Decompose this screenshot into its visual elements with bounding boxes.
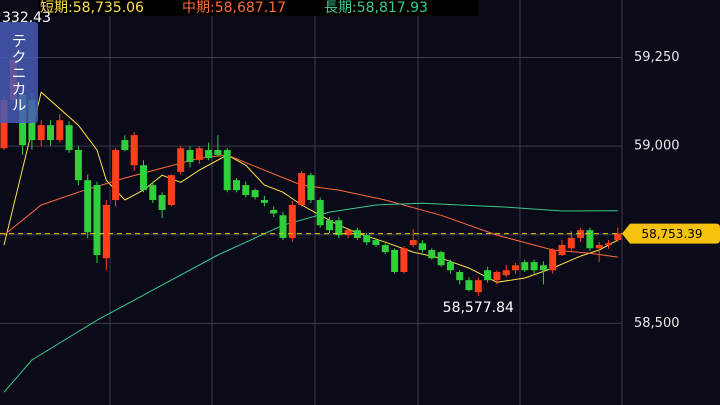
candle-body xyxy=(567,237,575,249)
candle-body xyxy=(279,215,287,238)
legend-entry: 短期:58,735.06 xyxy=(40,0,144,16)
candle-body xyxy=(530,262,538,271)
candle-body xyxy=(112,150,120,201)
candle-body xyxy=(56,120,64,141)
candle-body xyxy=(167,175,175,205)
candle-body xyxy=(335,220,343,236)
candle-body xyxy=(446,262,454,271)
candle-body xyxy=(344,230,352,236)
current-price-label: 58,753.39 xyxy=(641,227,702,241)
candle-body xyxy=(102,204,110,259)
legend-bg xyxy=(38,0,478,16)
candle-body xyxy=(586,230,594,249)
candle-body xyxy=(595,245,603,249)
candle-body xyxy=(270,209,278,214)
candle-body xyxy=(437,252,445,266)
vertical-grid xyxy=(109,0,623,405)
candle-body xyxy=(493,272,501,281)
candle-body xyxy=(205,150,213,159)
y-tick-label: 59,250 xyxy=(634,50,680,65)
candle-body xyxy=(456,272,464,281)
candle-body xyxy=(605,243,612,246)
y-tick-label: 59,000 xyxy=(634,139,680,154)
candle-body xyxy=(288,204,296,238)
candle-body xyxy=(233,180,240,191)
candle-body xyxy=(381,245,389,253)
candle-body xyxy=(47,125,54,141)
candle-body xyxy=(251,190,259,198)
candle-body xyxy=(37,125,45,141)
ma-line xyxy=(3,202,618,393)
legend: 短期:58,735.06 中期:58,687.17 長期:58,817.93 xyxy=(40,0,428,16)
candle-body xyxy=(93,185,101,255)
candle-body xyxy=(140,165,147,191)
candle-body xyxy=(502,270,510,276)
candle-body xyxy=(400,248,408,273)
candle-body xyxy=(0,100,8,149)
candle-body xyxy=(242,185,250,196)
current-price-badge xyxy=(622,223,720,244)
candle-body xyxy=(549,250,557,271)
ma-line xyxy=(3,154,618,258)
candle-body xyxy=(195,148,203,160)
candle-body xyxy=(558,245,566,255)
candle-body xyxy=(521,262,529,271)
candle-body xyxy=(353,230,361,238)
candle-body xyxy=(223,150,231,191)
candle-body xyxy=(298,173,306,205)
candle-body xyxy=(186,150,194,163)
y-tick-label: 58,500 xyxy=(634,316,680,331)
candle-body xyxy=(474,280,482,293)
candle-body xyxy=(121,140,129,151)
candle-body xyxy=(484,270,492,281)
candle-body xyxy=(512,265,519,271)
candle-body xyxy=(84,180,92,233)
candle-body xyxy=(149,185,157,201)
candle-body xyxy=(391,250,399,273)
candle-body xyxy=(419,243,426,251)
overlay: 58,753.39 58,577.84 xyxy=(0,223,720,316)
candle-body xyxy=(465,280,473,291)
low-annotation: 58,577.84 xyxy=(443,300,514,316)
legend-entry: 中期:58,687.17 xyxy=(182,0,286,16)
candle-body xyxy=(65,125,73,151)
candle-body xyxy=(409,240,417,246)
candle-body xyxy=(316,200,324,226)
candle-body xyxy=(130,135,138,166)
legend-entry: 長期:58,817.93 xyxy=(324,0,428,16)
candle-body xyxy=(158,195,166,210)
candle-body xyxy=(74,150,82,181)
candle-body xyxy=(260,200,268,203)
candle-body xyxy=(539,265,547,271)
candle-body xyxy=(326,220,333,231)
candle-body xyxy=(428,250,436,259)
candle-body xyxy=(614,233,622,241)
candle-body xyxy=(177,148,185,173)
candle-body xyxy=(363,235,371,243)
candle-body xyxy=(214,150,222,155)
technical-button[interactable]: テクニカル xyxy=(0,22,38,123)
candle-body xyxy=(307,175,315,201)
candle-body xyxy=(372,240,380,246)
